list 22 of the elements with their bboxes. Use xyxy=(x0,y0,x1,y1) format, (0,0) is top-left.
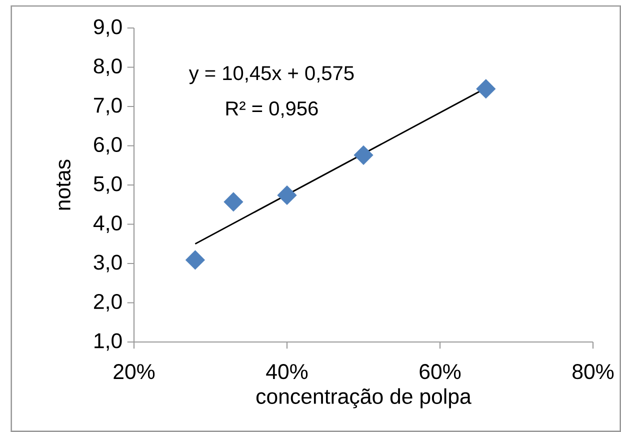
x-axis-title: concentração de polpa xyxy=(256,388,472,408)
y-axis-title: notas xyxy=(56,160,70,210)
x-tick-label: 80% xyxy=(572,364,614,380)
annotation: R² = 0,956 xyxy=(226,101,318,118)
point xyxy=(186,250,205,270)
y-tick-label: 6,0 xyxy=(94,136,122,155)
y-tick-label: 1,0 xyxy=(94,333,122,351)
y-tick-label: 7,0 xyxy=(94,98,122,116)
y-tick-label: 5,0 xyxy=(94,176,122,194)
point xyxy=(354,145,374,165)
annotation: y = 10,45x + 0,575 xyxy=(188,66,354,84)
y-tick-label: 4,0 xyxy=(93,215,122,234)
point xyxy=(277,186,297,205)
y-tick-label: 2,0 xyxy=(94,294,122,312)
x-tick-label: 20% xyxy=(114,364,155,380)
y-tick-label: 3,0 xyxy=(94,254,122,272)
x-tick-label: 60% xyxy=(420,364,461,380)
point xyxy=(224,192,244,212)
y-tick-label: 8,0 xyxy=(94,58,122,76)
y-tick-label: 9,0 xyxy=(94,19,122,37)
x-tick-label: 40% xyxy=(266,364,308,380)
point xyxy=(476,79,496,99)
